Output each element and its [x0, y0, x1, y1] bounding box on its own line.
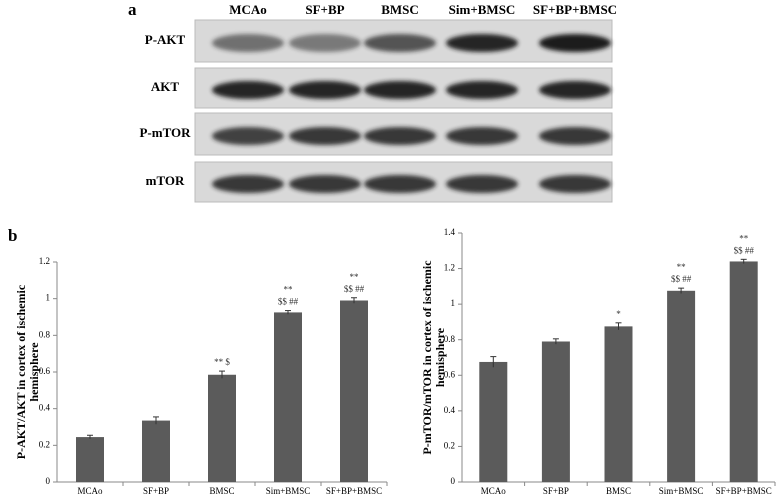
significance-label: **: [284, 285, 294, 295]
error-bar: [285, 310, 291, 315]
error-bar: [552, 338, 559, 345]
blot-band: [212, 127, 284, 145]
y-tick-label: 0.8: [39, 329, 51, 339]
blot-band: [212, 34, 284, 52]
x-tick-label: SF+BP: [543, 486, 569, 496]
panel-label: a: [128, 0, 137, 19]
lane-label: SF+BP: [305, 2, 344, 17]
error-bar: [615, 322, 622, 330]
blot-band: [289, 175, 361, 193]
lane-label: MCAo: [229, 2, 267, 17]
blot-band: [289, 127, 361, 145]
panel-label: b: [8, 226, 17, 245]
row-label: AKT: [151, 79, 180, 94]
lane-label: BMSC: [381, 2, 419, 17]
y-tick-label: 1: [46, 293, 51, 303]
x-tick-label: MCAo: [481, 486, 507, 496]
error-bar: [740, 258, 747, 264]
lane-label: Sim+BMSC: [449, 2, 516, 17]
blot-band: [446, 127, 518, 145]
significance-label: $$ ##: [671, 274, 692, 284]
blot-band: [364, 175, 436, 193]
bar: [729, 261, 758, 482]
blot-band: [364, 81, 436, 99]
bar: [479, 361, 508, 482]
y-tick-label: 1.2: [444, 263, 455, 273]
blot-band: [212, 81, 284, 99]
blot-band: [212, 175, 284, 193]
y-axis-label: hemisphere: [27, 342, 41, 402]
y-tick-label: 0.4: [444, 405, 456, 415]
blot-band: [446, 175, 518, 193]
lane-label: SF+BP+BMSC: [533, 2, 617, 17]
x-tick-label: BMSC: [606, 486, 631, 496]
x-tick-label: BMSC: [209, 486, 234, 496]
bar: [76, 437, 104, 482]
row-label: mTOR: [146, 173, 185, 188]
y-axis-label: P-mTOR/mTOR in cortex of ischemic: [420, 260, 434, 455]
error-bar: [678, 287, 685, 294]
blot-band: [539, 34, 611, 52]
x-tick-label: Sim+BMSC: [266, 486, 311, 496]
y-tick-label: 1.4: [444, 227, 456, 237]
y-axis-label: P-AKT/AKT in cortex of ischemic: [14, 284, 28, 459]
y-tick-label: 0.6: [39, 366, 51, 376]
bar: [541, 341, 570, 482]
y-tick-label: 0.8: [444, 334, 456, 344]
row-label: P-mTOR: [139, 125, 191, 140]
blot-band: [289, 34, 361, 52]
x-tick-label: SF+BP: [143, 486, 169, 496]
significance-label: $$ ##: [734, 245, 755, 255]
blot-band: [539, 175, 611, 193]
y-tick-label: 1.2: [39, 256, 50, 266]
significance-label: $$ ##: [278, 297, 299, 307]
bar: [142, 420, 170, 482]
y-tick-label: 1: [451, 298, 456, 308]
blot-band: [539, 127, 611, 145]
bar: [340, 300, 368, 482]
y-tick-label: 0: [451, 476, 456, 486]
blot-band: [446, 34, 518, 52]
bar: [667, 290, 696, 482]
y-tick-label: 0: [46, 476, 51, 486]
error-bar: [87, 434, 93, 439]
y-tick-label: 0.4: [39, 403, 51, 413]
bar: [604, 326, 633, 482]
y-tick-label: 0.2: [39, 439, 50, 449]
error-bar: [490, 356, 497, 368]
x-tick-label: MCAo: [77, 486, 103, 496]
significance-label: $$ ##: [344, 284, 365, 294]
bar: [274, 312, 302, 482]
significance-label: ** $: [214, 357, 230, 367]
blot-band: [289, 81, 361, 99]
blot-band: [539, 81, 611, 99]
blot-band: [364, 127, 436, 145]
x-tick-label: SF+BP+BMSC: [716, 486, 772, 496]
significance-label: *: [616, 309, 621, 319]
y-tick-label: 0.2: [444, 440, 455, 450]
error-bar: [153, 416, 159, 425]
significance-label: **: [739, 233, 749, 243]
significance-label: **: [677, 262, 687, 272]
bar: [208, 374, 236, 482]
x-tick-label: SF+BP+BMSC: [326, 486, 382, 496]
x-tick-label: Sim+BMSC: [659, 486, 704, 496]
y-tick-label: 0.6: [444, 369, 456, 379]
error-bar: [351, 297, 357, 304]
row-label: P-AKT: [145, 32, 186, 47]
blot-band: [364, 34, 436, 52]
significance-label: **: [350, 272, 360, 282]
error-bar: [219, 370, 225, 379]
y-axis-label: hemisphere: [433, 327, 447, 387]
blot-band: [446, 81, 518, 99]
